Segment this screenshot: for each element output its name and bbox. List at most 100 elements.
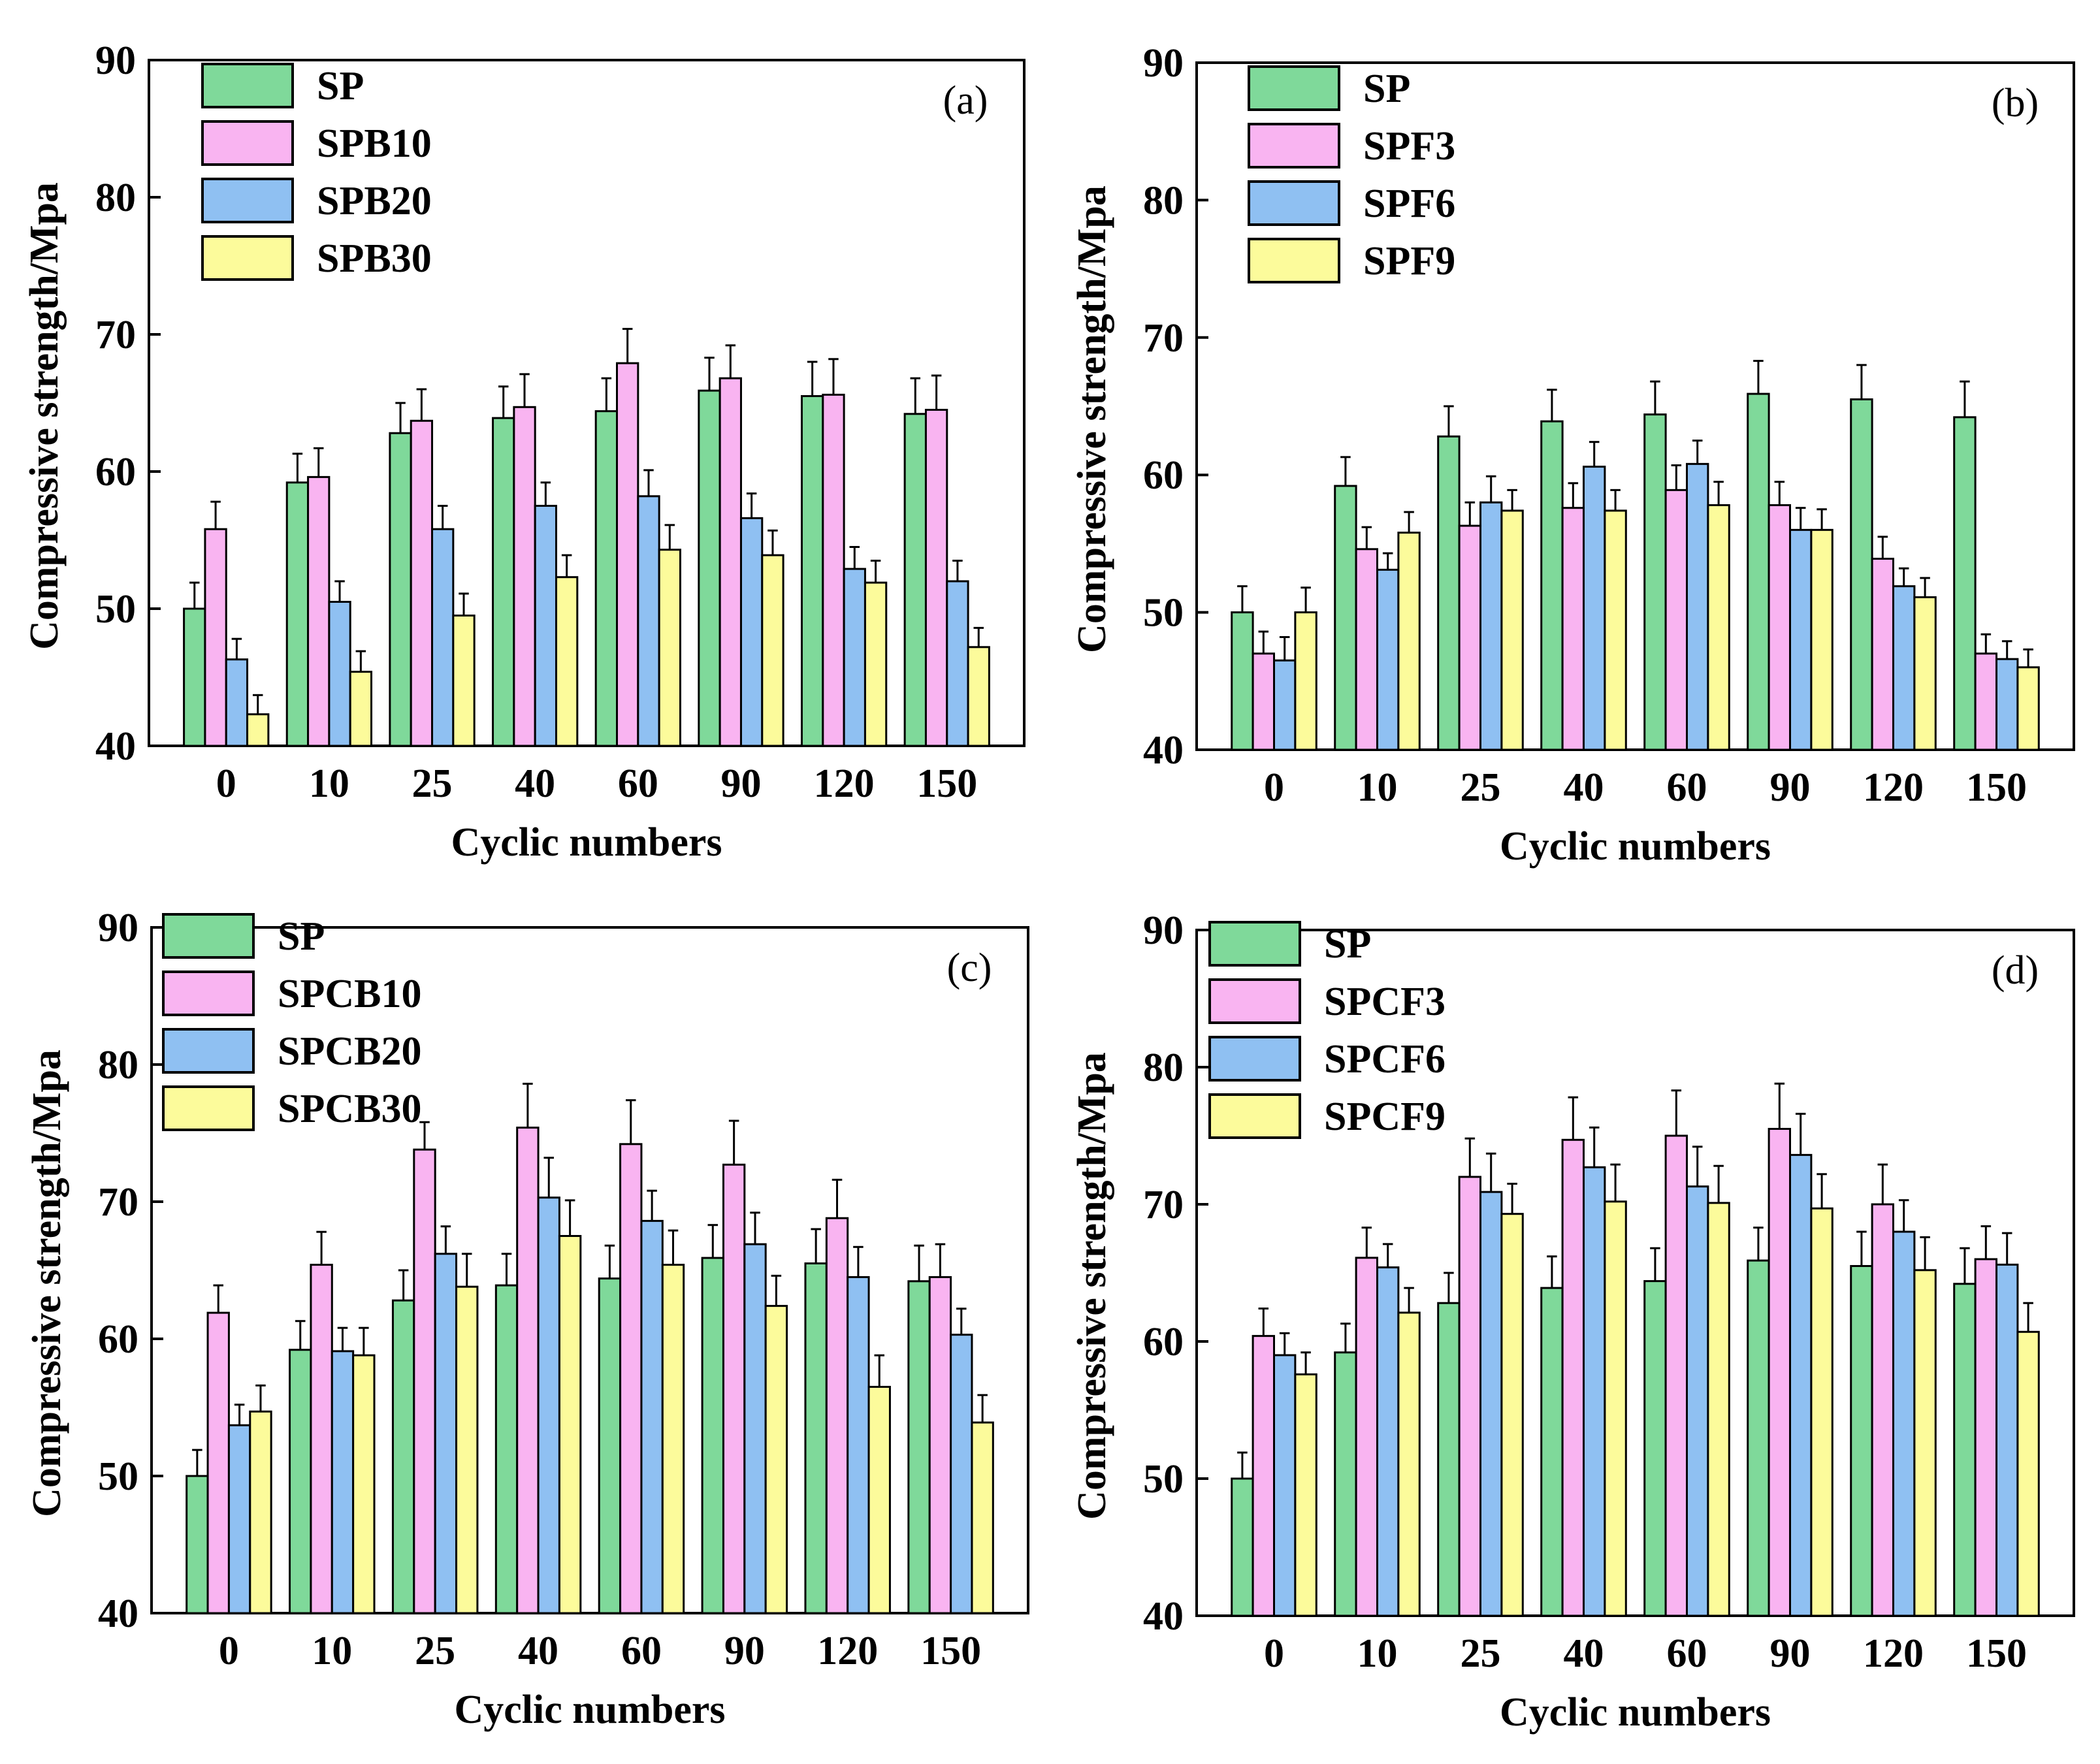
bar-SP-90 [1747,393,1770,751]
bar-SPF9-120 [1913,596,1937,751]
bar-SPCB30-25 [455,1285,479,1614]
bar-SPB20-150 [946,580,969,747]
bar-SPF3-60 [1664,489,1688,751]
panel-label: (d) [1992,948,2039,993]
bar-SP-150 [907,1280,931,1614]
bar-SPF6-120 [1892,585,1916,751]
bar-SPF9-10 [1397,532,1421,751]
legend-label-SPCF6: SPCF6 [1324,1037,1446,1082]
bar-SPCF9-25 [1500,1213,1524,1617]
legend-label-SPB30: SPB30 [317,236,432,281]
bar-SPF3-10 [1355,548,1379,751]
x-tick-label: 120 [1863,1631,1924,1676]
bar-SPB10-120 [822,393,845,747]
bar-SP-25 [391,1299,415,1614]
bar-SPF3-40 [1561,507,1585,751]
bar-SPF6-60 [1686,462,1709,751]
bar-SPCF9-150 [2016,1330,2040,1617]
x-tick-label: 120 [817,1629,878,1673]
bar-SP-90 [698,389,721,747]
legend-swatch-SP [201,63,294,108]
bar-SPCB10-150 [928,1276,952,1614]
bar-SPCB30-0 [249,1410,272,1614]
bar-SP-10 [289,1349,312,1614]
legend-label-SPB10: SPB10 [317,121,432,166]
bar-SPB10-0 [204,528,227,747]
bar-SPCB30-10 [352,1354,376,1614]
y-tick-label: 40 [1143,728,1184,773]
bar-SPCB20-120 [847,1276,870,1614]
y-tick-label: 80 [1143,1046,1184,1090]
y-tick-label: 70 [1143,316,1184,361]
bar-SPF6-90 [1789,528,1813,751]
legend-swatch-SP [1208,921,1301,967]
legend-swatch-SPCF9 [1208,1093,1301,1139]
x-tick-label: 150 [1966,765,2027,810]
bar-SPB10-150 [924,409,948,747]
panel-label: (b) [1992,81,2039,125]
bar-SPCB20-60 [640,1219,664,1614]
legend-swatch-SPF3 [1248,123,1340,168]
plot-frame [1195,61,2075,751]
x-tick-label: 0 [1264,1631,1284,1676]
x-tick-label: 0 [1264,765,1284,810]
y-tick-label: 70 [1143,1183,1184,1227]
legend-label-SPF3: SPF3 [1363,124,1455,168]
bar-SPCB30-40 [558,1235,582,1614]
bar-SPCB30-120 [867,1386,891,1614]
y-tick-label: 40 [95,724,136,769]
plot-frame [148,59,1026,747]
legend-label-SP: SP [1363,67,1410,111]
bar-SPB10-60 [616,362,639,747]
y-tick-label: 90 [95,39,136,83]
bar-SP-120 [1850,1265,1873,1617]
x-tick-label: 120 [814,762,875,806]
bar-SP-0 [1231,611,1254,751]
legend-swatch-SPCB30 [162,1085,255,1131]
x-tick-label: 0 [219,1629,239,1673]
bar-SPCF6-90 [1789,1153,1813,1617]
bar-SP-40 [1540,1287,1564,1617]
bar-SP-25 [1437,1302,1461,1617]
legend-label-SPCB10: SPCB10 [278,972,421,1016]
x-tick-label: 10 [1357,1631,1398,1676]
y-tick-label: 70 [98,1180,138,1225]
bar-SPF9-0 [1294,611,1317,751]
legend-swatch-SP [162,913,255,959]
bar-SPCB20-25 [434,1253,458,1614]
bar-SP-40 [492,417,515,747]
bar-SPB20-90 [739,517,764,747]
legend-label-SPCF3: SPCF3 [1324,980,1446,1024]
bar-SPF9-25 [1500,509,1524,751]
legend-swatch-SPCB20 [162,1028,255,1074]
bar-SPCF3-90 [1768,1128,1792,1617]
bar-SPCB20-0 [227,1424,251,1614]
bar-SPB30-120 [864,581,888,747]
bar-SPB20-10 [328,601,351,747]
y-tick-label: 80 [95,176,136,220]
legend-swatch-SPCB10 [162,970,255,1016]
y-axis-title: Compressive strength/Mpa [1070,185,1114,653]
x-tick-label: 25 [412,762,453,806]
bar-SPCF3-25 [1458,1176,1482,1617]
y-axis-title: Compressive strength/Mpa [22,182,67,650]
bar-SPF9-60 [1707,504,1730,751]
x-tick-label: 150 [1966,1631,2027,1676]
bar-SPCF6-10 [1376,1266,1400,1617]
y-tick-label: 90 [98,906,138,950]
bar-SPB10-40 [513,406,536,747]
x-tick-label: 90 [724,1629,765,1673]
bar-SPCB10-40 [516,1127,540,1614]
bar-SPF9-150 [2016,666,2040,751]
legend-label-SPCB30: SPCB30 [278,1087,421,1131]
y-tick-label: 40 [1143,1594,1184,1639]
bar-SPCF9-90 [1810,1207,1833,1617]
bar-SP-40 [1540,420,1564,751]
x-tick-label: 120 [1863,765,1924,810]
bar-SPCF6-40 [1583,1166,1606,1617]
y-tick-label: 50 [1143,1457,1184,1501]
bar-SP-120 [804,1262,828,1614]
bar-SPCF3-10 [1355,1257,1379,1617]
legend-label-SP: SP [1324,922,1371,967]
